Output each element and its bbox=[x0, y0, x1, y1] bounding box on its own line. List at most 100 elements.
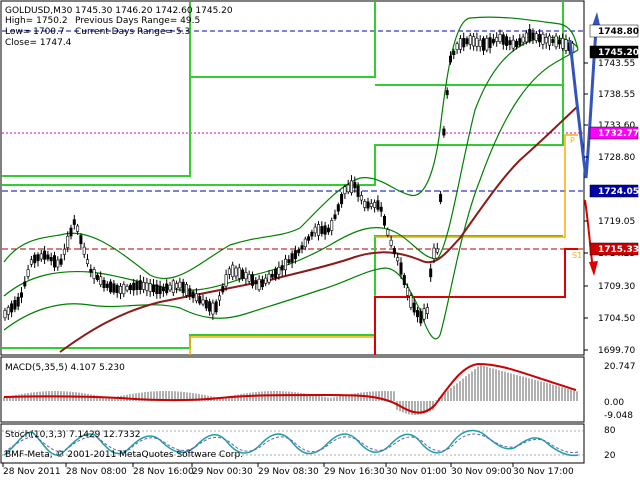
candle bbox=[23, 276, 27, 289]
candle bbox=[412, 297, 416, 316]
price-badge: 1715.33 bbox=[589, 242, 639, 256]
stoch-tick-80: 80 bbox=[604, 426, 616, 436]
pivot-s1-label: S1 bbox=[572, 251, 582, 260]
bollinger-middle bbox=[3, 36, 579, 297]
candle bbox=[181, 278, 185, 297]
price-tick-label: 1719.05 bbox=[598, 217, 635, 227]
candle bbox=[211, 299, 215, 320]
time-axis-label: 28 Nov 16:00 bbox=[133, 467, 194, 477]
price-candles bbox=[3, 24, 575, 327]
candle bbox=[475, 32, 479, 52]
price-badge: 1748.80 bbox=[589, 24, 639, 38]
candle bbox=[429, 263, 433, 282]
candle bbox=[119, 282, 123, 300]
candle bbox=[89, 264, 93, 278]
candle bbox=[43, 245, 47, 264]
price-badge: 1732.77 bbox=[589, 126, 639, 140]
candle bbox=[303, 236, 307, 251]
forecast-red-arrowhead bbox=[589, 261, 598, 276]
svg-text:1745.20: 1745.20 bbox=[598, 48, 639, 58]
candle bbox=[59, 254, 63, 267]
candle bbox=[274, 266, 278, 281]
candle bbox=[435, 242, 439, 255]
candle bbox=[290, 250, 294, 269]
candle bbox=[52, 251, 56, 272]
candle bbox=[112, 280, 116, 295]
candle bbox=[323, 221, 327, 240]
svg-text:1715.33: 1715.33 bbox=[598, 245, 639, 255]
price-tick-label: 1699.70 bbox=[598, 346, 635, 356]
low-value: Low= 1700.7 bbox=[5, 27, 65, 37]
candle bbox=[155, 279, 159, 299]
candle bbox=[188, 285, 192, 301]
candle bbox=[105, 281, 109, 291]
stoch-signal-line bbox=[3, 433, 579, 454]
candle bbox=[376, 195, 380, 212]
copyright-text: BMF-Meta, © 2001-2011 MetaQuotes Softwar… bbox=[5, 450, 243, 460]
pivot-orange-line bbox=[189, 134, 578, 355]
candle bbox=[359, 191, 363, 205]
bollinger-upper bbox=[3, 16, 579, 280]
candle bbox=[69, 224, 73, 240]
candle bbox=[3, 307, 7, 321]
candle bbox=[138, 274, 142, 295]
candle bbox=[399, 257, 403, 279]
candle bbox=[198, 292, 202, 306]
candle bbox=[95, 272, 99, 282]
candle bbox=[307, 234, 311, 244]
candle bbox=[145, 277, 149, 297]
pivot-green-line-low bbox=[2, 235, 563, 349]
candle bbox=[538, 29, 542, 48]
candle bbox=[26, 264, 30, 280]
candle bbox=[396, 252, 400, 266]
candle bbox=[260, 275, 264, 291]
candle bbox=[204, 296, 208, 312]
candle bbox=[214, 299, 218, 315]
candle bbox=[244, 267, 248, 285]
stoch-main-line bbox=[3, 429, 579, 457]
candle bbox=[541, 31, 545, 50]
candle bbox=[86, 254, 90, 267]
svg-text:1724.05: 1724.05 bbox=[598, 187, 639, 197]
candle bbox=[491, 33, 495, 46]
time-axis-label: 28 Nov 2011 bbox=[3, 467, 61, 477]
candle bbox=[346, 179, 350, 195]
price-panel-frame bbox=[0, 0, 585, 356]
candle bbox=[544, 32, 548, 49]
candle bbox=[224, 269, 228, 291]
candle bbox=[326, 224, 330, 235]
candle bbox=[402, 272, 406, 289]
candle bbox=[92, 266, 96, 284]
candle bbox=[498, 29, 502, 45]
candle bbox=[148, 279, 152, 297]
candle bbox=[102, 277, 106, 292]
candle bbox=[425, 303, 429, 319]
candle bbox=[267, 270, 271, 285]
macd-label: MACD(5,35,5) 4.107 5.230 bbox=[5, 363, 125, 373]
candle bbox=[518, 34, 522, 48]
candle bbox=[132, 278, 136, 296]
candle bbox=[448, 51, 452, 65]
high-value: High= 1750.2 bbox=[5, 16, 68, 26]
time-axis-label: 30 Nov 17:00 bbox=[513, 467, 574, 477]
candle bbox=[349, 175, 353, 196]
candle bbox=[280, 260, 284, 277]
candle bbox=[547, 33, 551, 51]
candle bbox=[524, 30, 528, 45]
candle bbox=[432, 243, 436, 263]
svg-text:1732.77: 1732.77 bbox=[598, 129, 639, 139]
macd-signal-line bbox=[3, 362, 577, 414]
candle bbox=[343, 184, 347, 199]
candle bbox=[442, 125, 446, 138]
time-axis-label: 30 Nov 01:00 bbox=[386, 467, 447, 477]
pivot-p-label: P bbox=[570, 136, 575, 145]
candle bbox=[254, 277, 258, 290]
moving-average-line bbox=[59, 105, 579, 353]
candle bbox=[99, 271, 103, 288]
time-axis-label: 28 Nov 08:00 bbox=[66, 467, 127, 477]
candle bbox=[511, 35, 515, 52]
candle bbox=[508, 36, 512, 51]
candle bbox=[379, 202, 383, 217]
